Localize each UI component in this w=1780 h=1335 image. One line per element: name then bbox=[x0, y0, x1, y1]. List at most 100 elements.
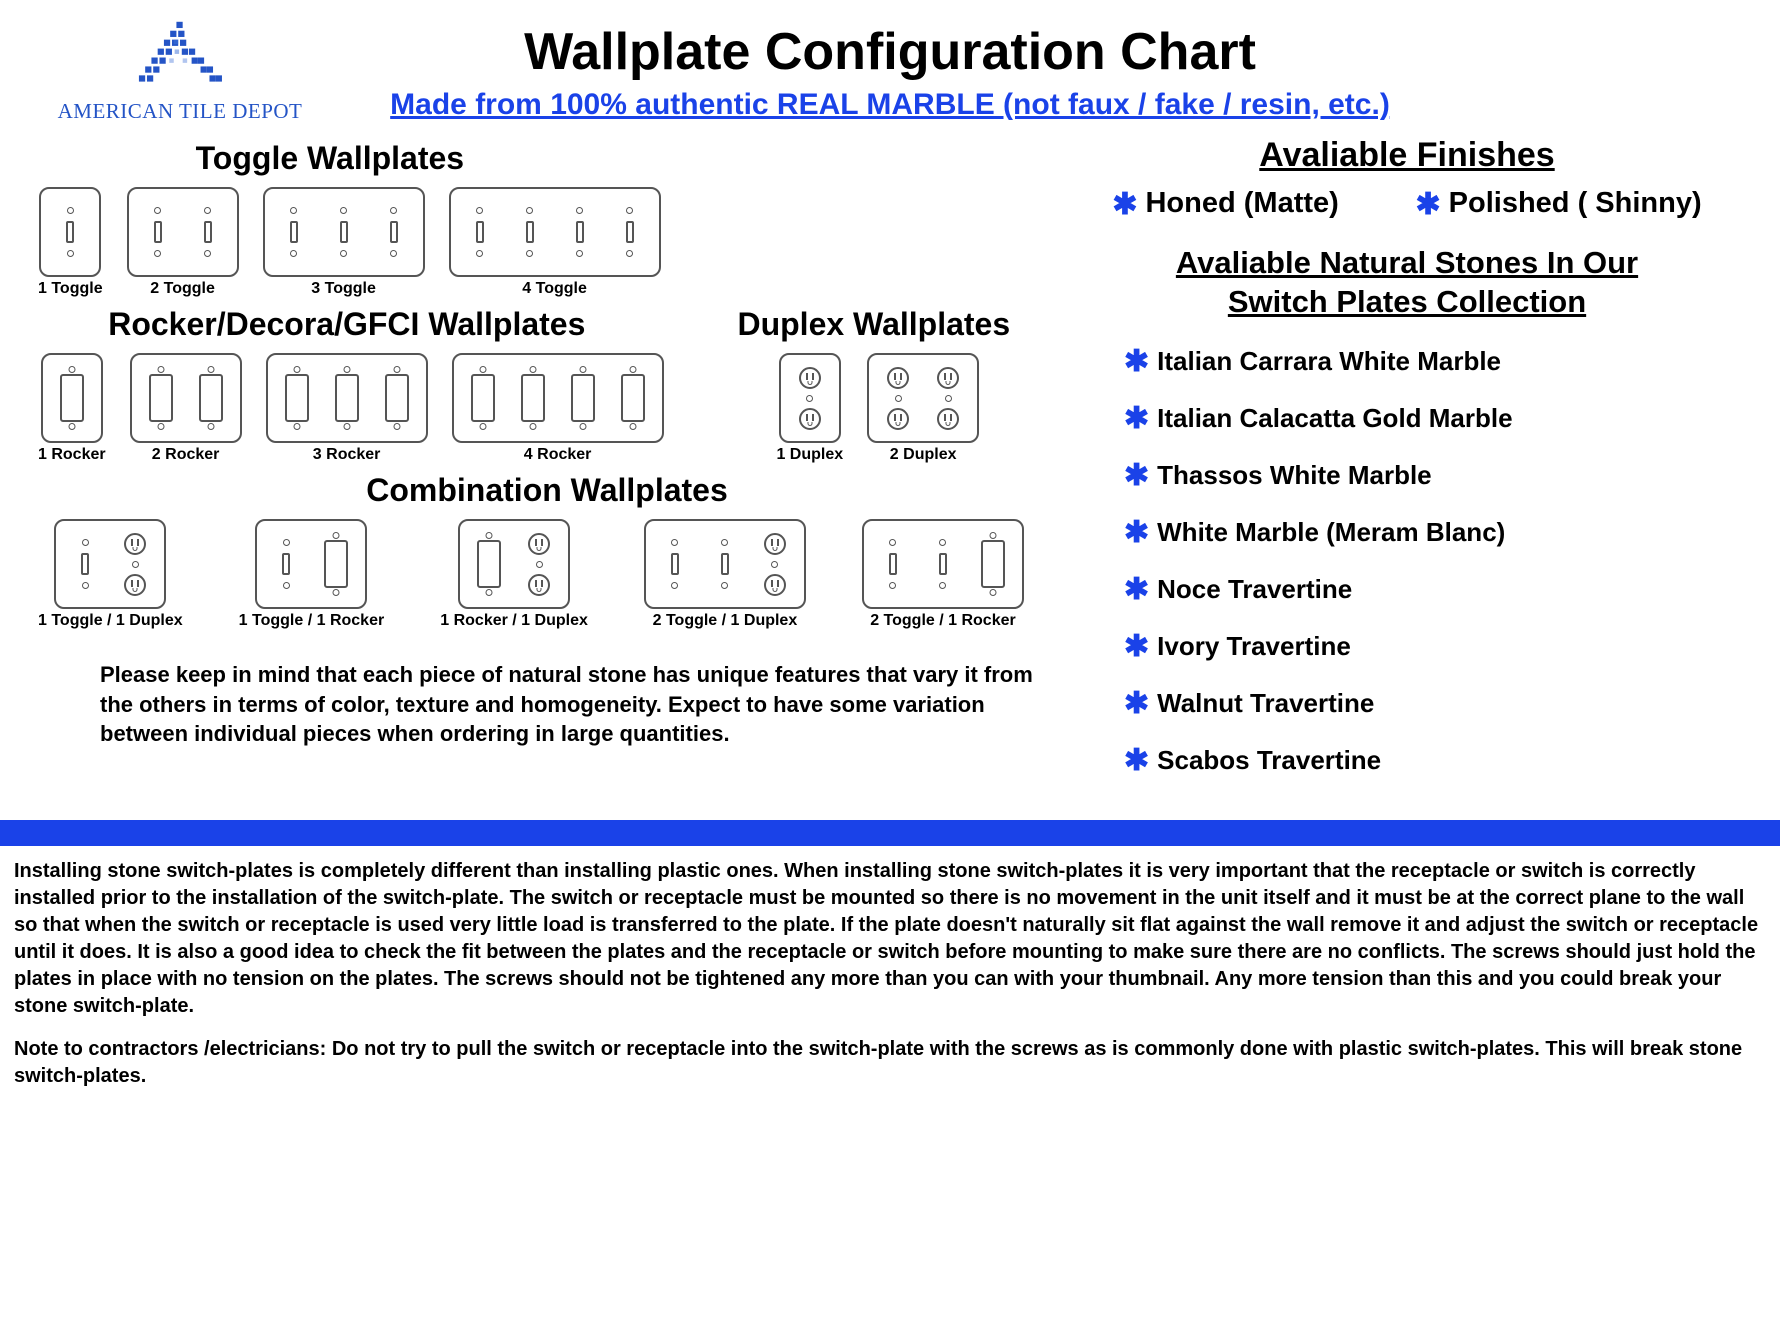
duplex-outlet-icon bbox=[124, 533, 146, 596]
wallplate-label: 2 Toggle bbox=[127, 280, 239, 298]
rocker-row: 1 Rocker2 Rocker3 Rocker4 Rocker bbox=[30, 353, 664, 464]
wallplate-diagram bbox=[644, 519, 806, 609]
toggle-slot-icon bbox=[526, 221, 534, 243]
rocker-section-title: Rocker/Decora/GFCI Wallplates bbox=[30, 306, 664, 343]
screw-icon bbox=[579, 423, 586, 430]
screw-icon bbox=[479, 366, 486, 373]
outlet-icon bbox=[937, 408, 959, 430]
wallplate-label: 1 Duplex bbox=[776, 446, 843, 464]
toggle-gang bbox=[561, 199, 599, 265]
rocker-gang bbox=[378, 365, 416, 431]
rocker-slot-icon bbox=[335, 374, 359, 422]
screw-icon bbox=[671, 539, 678, 546]
screw-icon bbox=[132, 561, 139, 568]
duplex-gang bbox=[116, 531, 154, 597]
brand-logo: AMERICAN TILE DEPOT bbox=[40, 20, 320, 124]
wallplate-item: 2 Toggle / 1 Rocker bbox=[862, 519, 1024, 630]
wallplate-item: 4 Toggle bbox=[449, 187, 661, 298]
toggle-slot-icon bbox=[476, 221, 484, 243]
screw-icon bbox=[68, 366, 75, 373]
screw-icon bbox=[207, 366, 214, 373]
header: AMERICAN TILE DEPOT Wallplate Configurat… bbox=[0, 0, 1780, 122]
screw-icon bbox=[157, 423, 164, 430]
wallplate-item: 1 Rocker bbox=[38, 353, 106, 464]
main-content: Toggle Wallplates 1 Toggle2 Toggle3 Togg… bbox=[0, 122, 1780, 800]
star-icon: ✱ bbox=[1124, 515, 1149, 550]
wallplate-diagram bbox=[862, 519, 1024, 609]
toggle-gang bbox=[275, 199, 313, 265]
wallplate-label: 1 Toggle / 1 Rocker bbox=[239, 612, 385, 630]
wallplate-item: 1 Toggle / 1 Duplex bbox=[38, 519, 183, 630]
duplex-gang bbox=[520, 531, 558, 597]
screw-icon bbox=[290, 207, 297, 214]
outlet-icon bbox=[764, 533, 786, 555]
rocker-gang bbox=[470, 531, 508, 597]
stone-option: ✱ Noce Travertine bbox=[1124, 572, 1750, 607]
screw-icon bbox=[293, 366, 300, 373]
rocker-gang bbox=[278, 365, 316, 431]
rocker-gang bbox=[192, 365, 230, 431]
screw-icon bbox=[576, 250, 583, 257]
star-icon: ✱ bbox=[1124, 572, 1149, 607]
outlet-icon bbox=[528, 533, 550, 555]
screw-icon bbox=[207, 423, 214, 430]
screw-icon bbox=[157, 366, 164, 373]
star-icon: ✱ bbox=[1416, 187, 1441, 222]
options-column: Avaliable Finishes ✱Honed (Matte)✱Polish… bbox=[1064, 136, 1760, 800]
toggle-gang bbox=[924, 531, 962, 597]
wallplate-label: 4 Toggle bbox=[449, 280, 661, 298]
screw-icon bbox=[895, 395, 902, 402]
combination-section: Combination Wallplates 1 Toggle / 1 Dupl… bbox=[30, 472, 1064, 630]
wallplate-diagram bbox=[41, 353, 103, 443]
toggle-slot-icon bbox=[340, 221, 348, 243]
screw-icon bbox=[939, 582, 946, 589]
wallplate-label: 2 Toggle / 1 Rocker bbox=[862, 612, 1024, 630]
screw-icon bbox=[579, 366, 586, 373]
stone-option: ✱Italian Calacatta Gold Marble bbox=[1124, 401, 1750, 436]
wallplate-item: 1 Toggle bbox=[38, 187, 103, 298]
duplex-outlet-icon bbox=[528, 533, 550, 596]
screw-icon bbox=[889, 582, 896, 589]
toggle-slot-icon bbox=[721, 553, 729, 575]
finish-option: ✱Polished ( Shinny) bbox=[1416, 187, 1702, 222]
screw-icon bbox=[486, 532, 493, 539]
rocker-gang bbox=[614, 365, 652, 431]
stone-option: ✱Scabos Travertine bbox=[1124, 743, 1750, 778]
rocker-slot-icon bbox=[471, 374, 495, 422]
duplex-gang bbox=[929, 365, 967, 431]
stone-label: Ivory Travertine bbox=[1157, 631, 1351, 662]
duplex-outlet-icon bbox=[887, 367, 909, 430]
toggle-slot-icon bbox=[204, 221, 212, 243]
wallplate-label: 2 Rocker bbox=[130, 446, 242, 464]
toggle-slot-icon bbox=[671, 553, 679, 575]
toggle-slot-icon bbox=[939, 553, 947, 575]
toggle-gang bbox=[189, 199, 227, 265]
wallplate-diagram bbox=[255, 519, 367, 609]
screw-icon bbox=[333, 532, 340, 539]
screw-icon bbox=[204, 207, 211, 214]
toggle-gang bbox=[325, 199, 363, 265]
stone-label: Thassos White Marble bbox=[1157, 460, 1432, 491]
rocker-slot-icon bbox=[149, 374, 173, 422]
install-paragraph-1: Installing stone switch-plates is comple… bbox=[14, 858, 1766, 1020]
wallplate-diagram bbox=[449, 187, 661, 277]
star-icon: ✱ bbox=[1124, 629, 1149, 664]
screw-icon bbox=[390, 250, 397, 257]
wallplate-item: 1 Rocker / 1 Duplex bbox=[440, 519, 588, 630]
wallplate-diagram bbox=[263, 187, 425, 277]
logo-mark-icon bbox=[135, 20, 225, 95]
finish-label: Polished ( Shinny) bbox=[1449, 187, 1702, 219]
wallplate-diagram bbox=[127, 187, 239, 277]
toggle-gang bbox=[375, 199, 413, 265]
toggle-slot-icon bbox=[282, 553, 290, 575]
screw-icon bbox=[343, 366, 350, 373]
wallplate-label: 1 Toggle bbox=[38, 280, 103, 298]
wallplate-label: 4 Rocker bbox=[452, 446, 664, 464]
stone-label: Walnut Travertine bbox=[1157, 688, 1374, 719]
stone-label: Noce Travertine bbox=[1157, 574, 1352, 605]
duplex-section-title: Duplex Wallplates bbox=[684, 306, 1064, 343]
wallplate-diagram bbox=[54, 519, 166, 609]
stone-label: Scabos Travertine bbox=[1157, 745, 1381, 776]
screw-icon bbox=[945, 395, 952, 402]
screw-icon bbox=[333, 589, 340, 596]
